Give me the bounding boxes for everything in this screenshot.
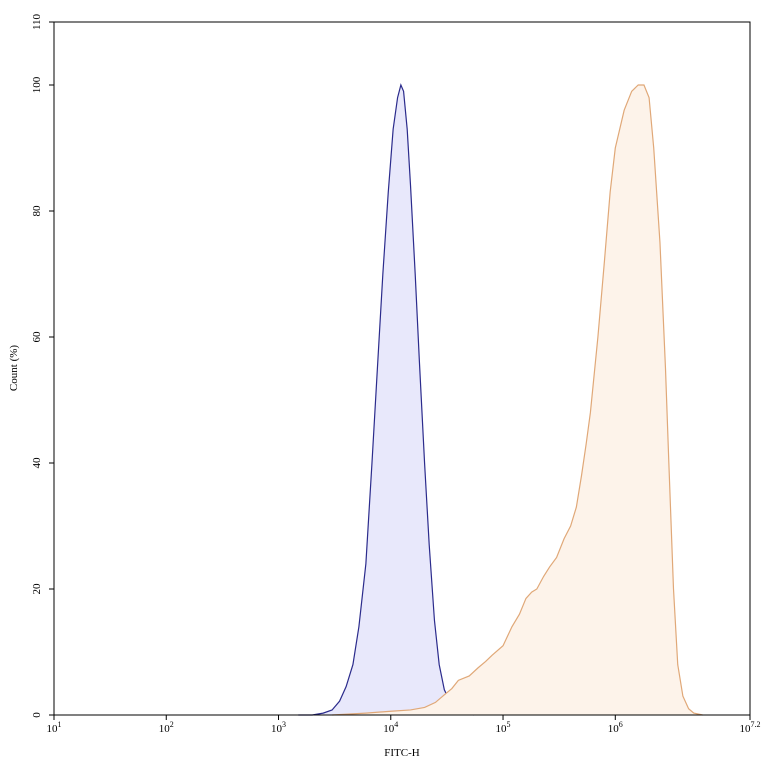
x-tick-label: 104 [383, 720, 398, 735]
y-axis-title: Count (%) [8, 345, 20, 391]
x-axis: 101 102 103 104 105 106 107.2 [47, 715, 761, 735]
y-tick-label: 20 [31, 583, 43, 595]
y-axis: 0 20 40 60 80 100 110 [31, 13, 54, 718]
x-tick-label: 106 [608, 720, 623, 735]
y-tick-label: 100 [31, 76, 43, 93]
y-tick-label: 0 [31, 712, 43, 718]
series-area-1 [298, 85, 474, 715]
y-tick-label: 80 [31, 205, 43, 217]
series-line-2 [332, 84, 703, 716]
series-line-1 [298, 83, 475, 716]
y-tick-label: 40 [31, 457, 43, 469]
x-tick-label: 105 [496, 720, 511, 735]
x-tick-label: 101 [47, 720, 62, 735]
y-tick-label: 60 [31, 331, 43, 343]
y-tick-label: 110 [31, 13, 43, 30]
x-axis-title: FITC-H [384, 747, 420, 759]
series-layer [54, 83, 750, 716]
series-area-2 [332, 85, 703, 715]
x-tick-label: 103 [271, 720, 286, 735]
x-tick-label: 102 [159, 720, 174, 735]
x-tick-label: 107.2 [740, 720, 761, 735]
